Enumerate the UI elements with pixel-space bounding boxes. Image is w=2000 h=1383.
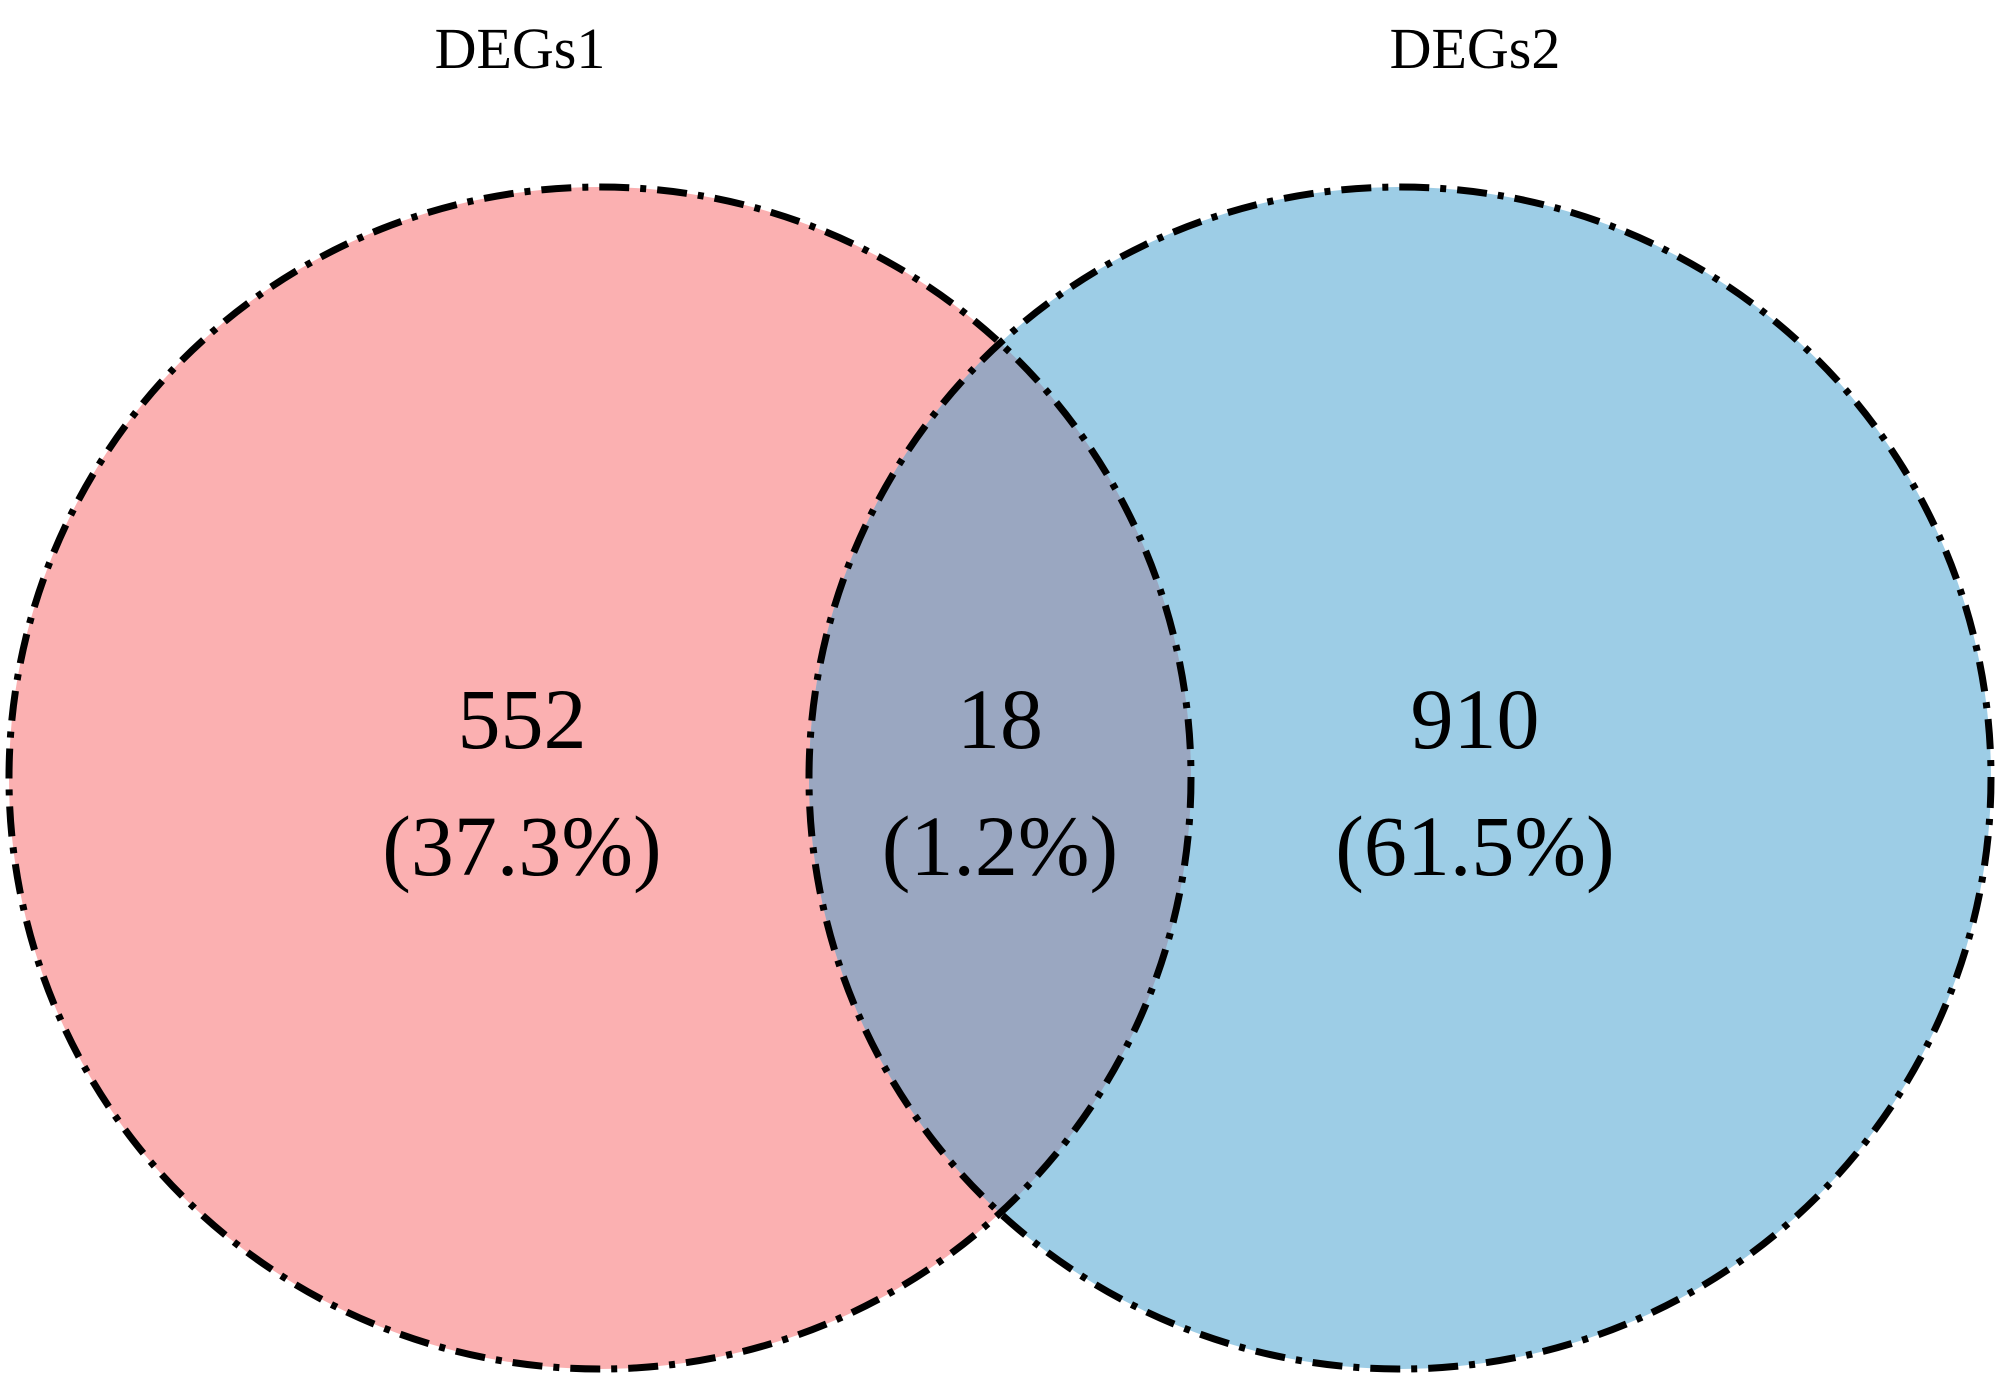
- set-outline-degs1: [5, 183, 1195, 1373]
- set-label-degs1: DEGs1: [435, 16, 606, 81]
- set-outline-degs2: [805, 183, 1995, 1373]
- left-only-percent: (37.3%): [382, 798, 661, 894]
- intersection-count: 18: [957, 671, 1043, 767]
- right-only-count: 910: [1411, 671, 1540, 767]
- left-only-count: 552: [458, 671, 587, 767]
- set-label-degs2: DEGs2: [1390, 16, 1561, 81]
- intersection-region: [809, 187, 1191, 1369]
- intersection-percent: (1.2%): [882, 798, 1118, 894]
- right-only-percent: (61.5%): [1335, 798, 1614, 894]
